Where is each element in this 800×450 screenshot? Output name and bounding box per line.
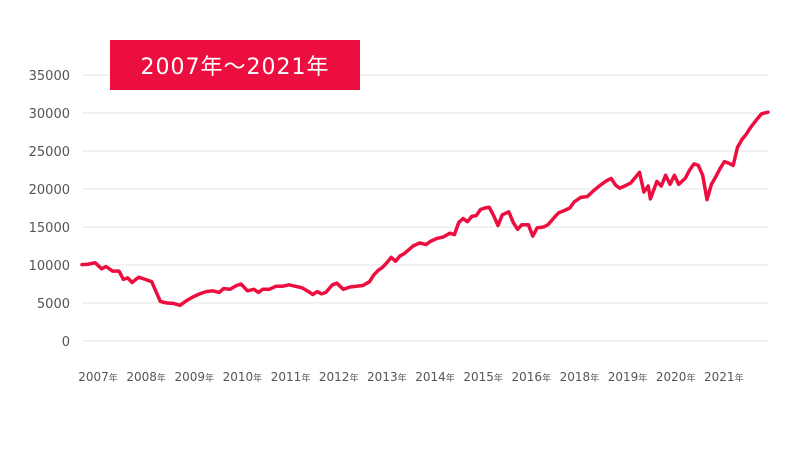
y-tick-label: 35000 (29, 69, 70, 84)
y-axis-tick-labels: 0 5000 10000 15000 20000 25000 30000 35000 (29, 69, 70, 350)
x-tick-label: 2019年 (608, 370, 648, 384)
y-tick-label: 5000 (37, 297, 70, 312)
y-tick-label: 25000 (29, 145, 70, 160)
x-tick-label: 2020年 (656, 370, 696, 384)
x-tick-label: 2008年 (126, 370, 166, 384)
y-tick-label: 10000 (29, 259, 70, 274)
x-tick-label: 2010年 (223, 370, 263, 384)
x-tick-label: 2011年 (271, 370, 311, 384)
x-tick-label: 2013年 (367, 370, 407, 384)
chart-title: 2007年～2021年 (140, 55, 330, 80)
x-tick-label: 2015年 (463, 370, 503, 384)
x-axis-tick-labels: 2007年 2008年 2009年 2010年 2011年 2012年 2013年 2014年… (78, 370, 743, 384)
x-tick-label: 2016年 (511, 370, 551, 384)
series-line (80, 110, 770, 308)
x-tick-label: 2014年 (415, 370, 455, 384)
x-tick-label: 2012年 (319, 370, 359, 384)
y-tick-label: 15000 (29, 221, 70, 236)
y-tick-label: 30000 (29, 107, 70, 122)
y-tick-label: 0 (62, 335, 70, 350)
x-tick-label: 2021年 (704, 370, 744, 384)
x-tick-label: 2009年 (174, 370, 214, 384)
gridlines (82, 74, 768, 342)
chart-title-badge: 2007年～2021年 (110, 40, 360, 90)
x-tick-label: 2018年 (560, 370, 600, 384)
y-tick-label: 20000 (29, 183, 70, 198)
x-tick-label: 2007年 (78, 370, 118, 384)
